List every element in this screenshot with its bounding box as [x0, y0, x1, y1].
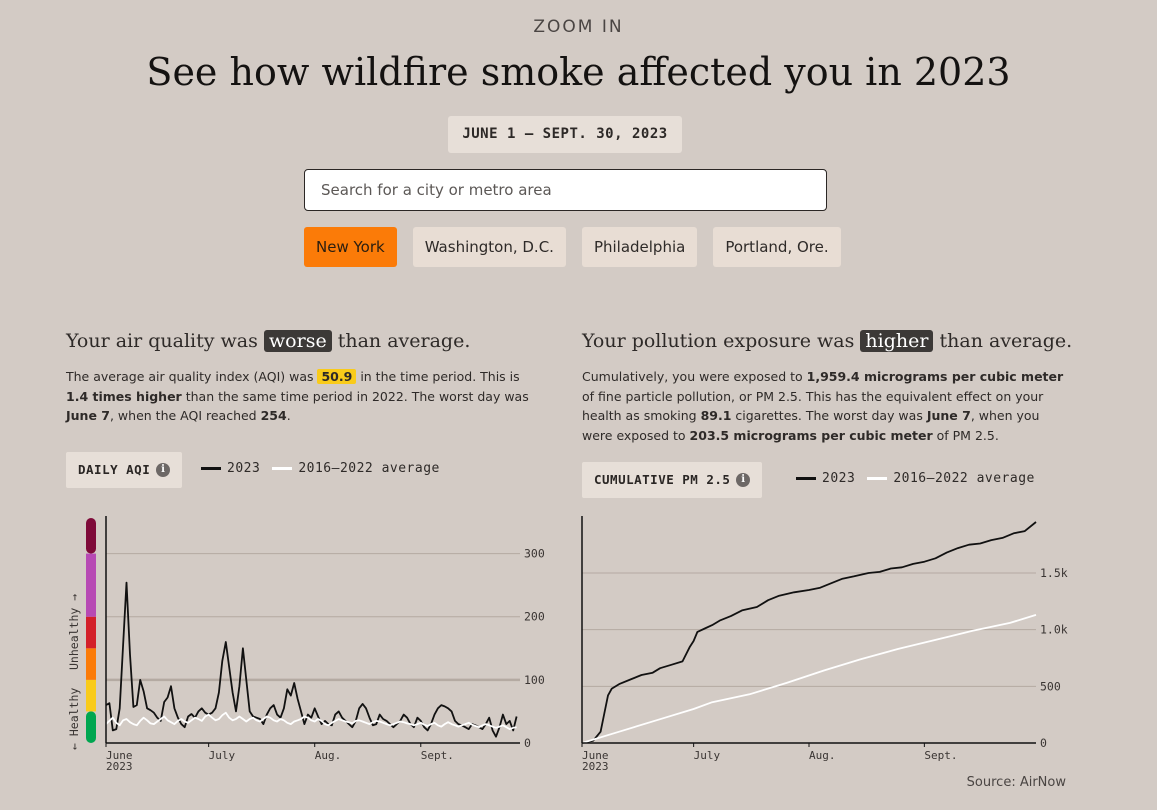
- heading-highlight: higher: [860, 330, 934, 352]
- chart-label-text: DAILY AQI: [78, 462, 151, 477]
- city-button-portland[interactable]: Portland, Ore.: [713, 227, 841, 267]
- x-tick-label: Sept.: [924, 749, 957, 762]
- y-tick-label: 1.0k: [1040, 623, 1068, 637]
- y-tick-label: 100: [524, 673, 545, 687]
- info-icon[interactable]: i: [736, 473, 751, 487]
- legend-swatch-average: [867, 477, 888, 480]
- worst-day: June 7: [66, 408, 110, 423]
- search-input[interactable]: [304, 169, 827, 211]
- legend-swatch-2023: [201, 467, 221, 470]
- aqi-scale-band: [86, 553, 96, 617]
- aqi-average-badge: 50.9: [317, 369, 357, 384]
- daily-aqi-legend: 2023 2016–2022 average: [201, 461, 440, 476]
- source-credit: Source: AirNow: [966, 775, 1066, 790]
- x-tick-label: June: [582, 749, 609, 762]
- aqi-ratio: 1.4 times higher: [66, 388, 182, 404]
- aqi-scale-band: [86, 616, 96, 649]
- heading-text: than average.: [939, 330, 1073, 352]
- x-tick-label: Sept.: [421, 749, 454, 762]
- aqi-scale-band: [86, 518, 96, 554]
- city-button-new-york[interactable]: New York: [304, 227, 397, 267]
- legend-label-2023: 2023: [227, 461, 261, 476]
- scale-label-healthy: ← Healthy: [67, 688, 81, 750]
- page-title: See how wildfire smoke affected you in 2…: [146, 50, 1011, 94]
- summary-text: , when the AQI reached: [109, 408, 257, 423]
- y-tick-label: 500: [1040, 679, 1061, 693]
- series-line-2023: [581, 521, 1037, 744]
- summary-text: Cumulatively, you were exposed to: [582, 369, 803, 384]
- series-line-2023: [105, 581, 518, 738]
- scale-label-unhealthy: Unhealthy →: [67, 594, 81, 670]
- legend-label-average: 2016–2022 average: [298, 461, 440, 476]
- aqi-scale-band: [86, 648, 96, 680]
- legend-swatch-2023: [796, 477, 816, 480]
- daily-aqi-label: DAILY AQI i: [66, 452, 183, 488]
- cumulative-pm-legend: 2023 2016–2022 average: [796, 471, 1035, 486]
- y-tick-label: 1.5k: [1040, 566, 1068, 580]
- eyebrow: ZOOM IN: [533, 17, 624, 37]
- x-tick-label: 2023: [582, 760, 609, 773]
- city-button-washington-dc[interactable]: Washington, D.C.: [412, 227, 566, 267]
- heading-highlight: worse: [263, 330, 332, 352]
- date-range-badge: JUNE 1 — SEPT. 30, 2023: [448, 116, 682, 153]
- summary-text: of fine particle pollution, or PM 2.5. T…: [582, 388, 1044, 424]
- worst-aqi-value: 254: [260, 408, 287, 423]
- worst-exposure: 203.5 micrograms per cubic meter: [689, 427, 933, 443]
- heading-text: Your air quality was: [66, 330, 258, 352]
- cigarette-count: 89.1: [700, 408, 732, 423]
- heading-text: Your pollution exposure was: [582, 330, 855, 352]
- summary-text: than the same time period in 2022. The w…: [185, 388, 529, 404]
- legend-label-average: 2016–2022 average: [893, 471, 1035, 486]
- series-line-average: [581, 614, 1037, 744]
- y-tick-label: 0: [524, 736, 531, 750]
- x-tick-label: Aug.: [809, 749, 836, 762]
- cumulative-exposure: 1,959.4 micrograms per cubic meter: [806, 369, 1064, 384]
- cumulative-pm-label: CUMULATIVE PM 2.5 i: [582, 462, 763, 498]
- x-tick-label: Aug.: [315, 749, 342, 762]
- summary-text: of PM 2.5.: [936, 427, 999, 443]
- worst-day: June 7: [926, 408, 971, 423]
- aqi-scale-band: [86, 679, 96, 712]
- x-tick-label: 2023: [106, 760, 133, 773]
- info-icon[interactable]: i: [156, 463, 171, 477]
- legend-label-2023: 2023: [822, 471, 856, 486]
- heading-text: than average.: [337, 330, 471, 352]
- pollution-summary: Cumulatively, you were exposed to 1,959.…: [582, 367, 1072, 445]
- x-tick-label: July: [694, 749, 721, 762]
- chart-label-text: CUMULATIVE PM 2.5: [594, 472, 731, 487]
- summary-text: in the time period. This is: [360, 369, 520, 384]
- city-button-philadelphia[interactable]: Philadelphia: [581, 227, 698, 267]
- air-quality-summary: The average air quality index (AQI) was …: [66, 367, 536, 426]
- series-line-average: [105, 711, 517, 731]
- pollution-heading: Your pollution exposure was higher than …: [582, 330, 1072, 352]
- y-tick-label: 0: [1040, 736, 1047, 750]
- x-tick-label: June: [106, 749, 133, 762]
- summary-text: The average air quality index (AQI) was: [66, 369, 314, 384]
- x-tick-label: July: [209, 749, 236, 762]
- city-button-row: New York Washington, D.C. Philadelphia P…: [304, 227, 841, 267]
- aqi-scale-band: [86, 711, 96, 743]
- air-quality-heading: Your air quality was worse than average.: [66, 330, 470, 352]
- summary-text: , when you were exposed to: [582, 408, 1040, 443]
- y-tick-label: 200: [524, 610, 545, 624]
- legend-swatch-average: [272, 467, 293, 470]
- y-tick-label: 300: [524, 547, 545, 561]
- summary-text: .: [286, 408, 291, 423]
- summary-text: cigarettes. The worst day was: [735, 408, 923, 423]
